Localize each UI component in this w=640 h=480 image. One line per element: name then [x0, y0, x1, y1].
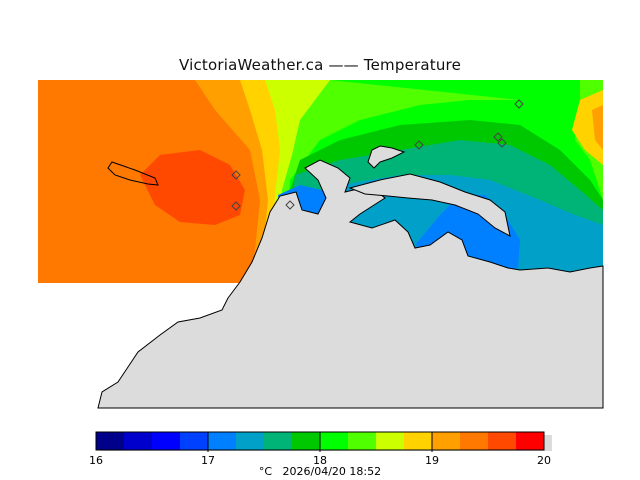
- legend-tick-label: 17: [201, 454, 215, 467]
- legend-tick-label: 18: [313, 454, 327, 467]
- legend-footer: °C 2026/04/20 18:52: [0, 465, 640, 478]
- diamond-icon[interactable]: [414, 140, 424, 150]
- legend-tick-label: 20: [537, 454, 551, 467]
- diamond-icon[interactable]: [285, 200, 295, 210]
- legend-tick-label: 16: [89, 454, 103, 467]
- legend-color-cell: [348, 432, 377, 450]
- legend-color-cell: [180, 432, 209, 450]
- legend-color-cell: [320, 432, 349, 450]
- legend-color-cell: [432, 432, 461, 450]
- diamond-icon[interactable]: [497, 138, 507, 148]
- legend-tick-label: 19: [425, 454, 439, 467]
- legend-color-cell: [152, 432, 181, 450]
- legend-color-cell: [292, 432, 321, 450]
- legend-color-cell: [404, 432, 433, 450]
- timestamp: 2026/04/20 18:52: [282, 465, 382, 478]
- legend-color-cell: [208, 432, 237, 450]
- diamond-icon[interactable]: [231, 201, 241, 211]
- diamond-icon[interactable]: [231, 170, 241, 180]
- legend-color-cell: [264, 432, 293, 450]
- station-markers: [231, 99, 524, 211]
- land-mass: [97, 159, 604, 409]
- legend-color-cell: [124, 432, 153, 450]
- legend-color-cell: [488, 432, 517, 450]
- island: [348, 173, 511, 237]
- legend-color-cell: [376, 432, 405, 450]
- legend-colorbar: [95, 431, 552, 452]
- legend-color-cell: [460, 432, 489, 450]
- legend-color-cell: [236, 432, 265, 450]
- unit-label: °C: [258, 465, 273, 478]
- diamond-icon[interactable]: [514, 99, 524, 109]
- legend-color-cell: [96, 432, 125, 450]
- lake-outline: [107, 161, 159, 186]
- island: [367, 145, 406, 169]
- map-title: VictoriaWeather.ca —— Temperature: [178, 56, 462, 74]
- diamond-icon[interactable]: [493, 132, 503, 142]
- legend-color-cell: [516, 432, 545, 450]
